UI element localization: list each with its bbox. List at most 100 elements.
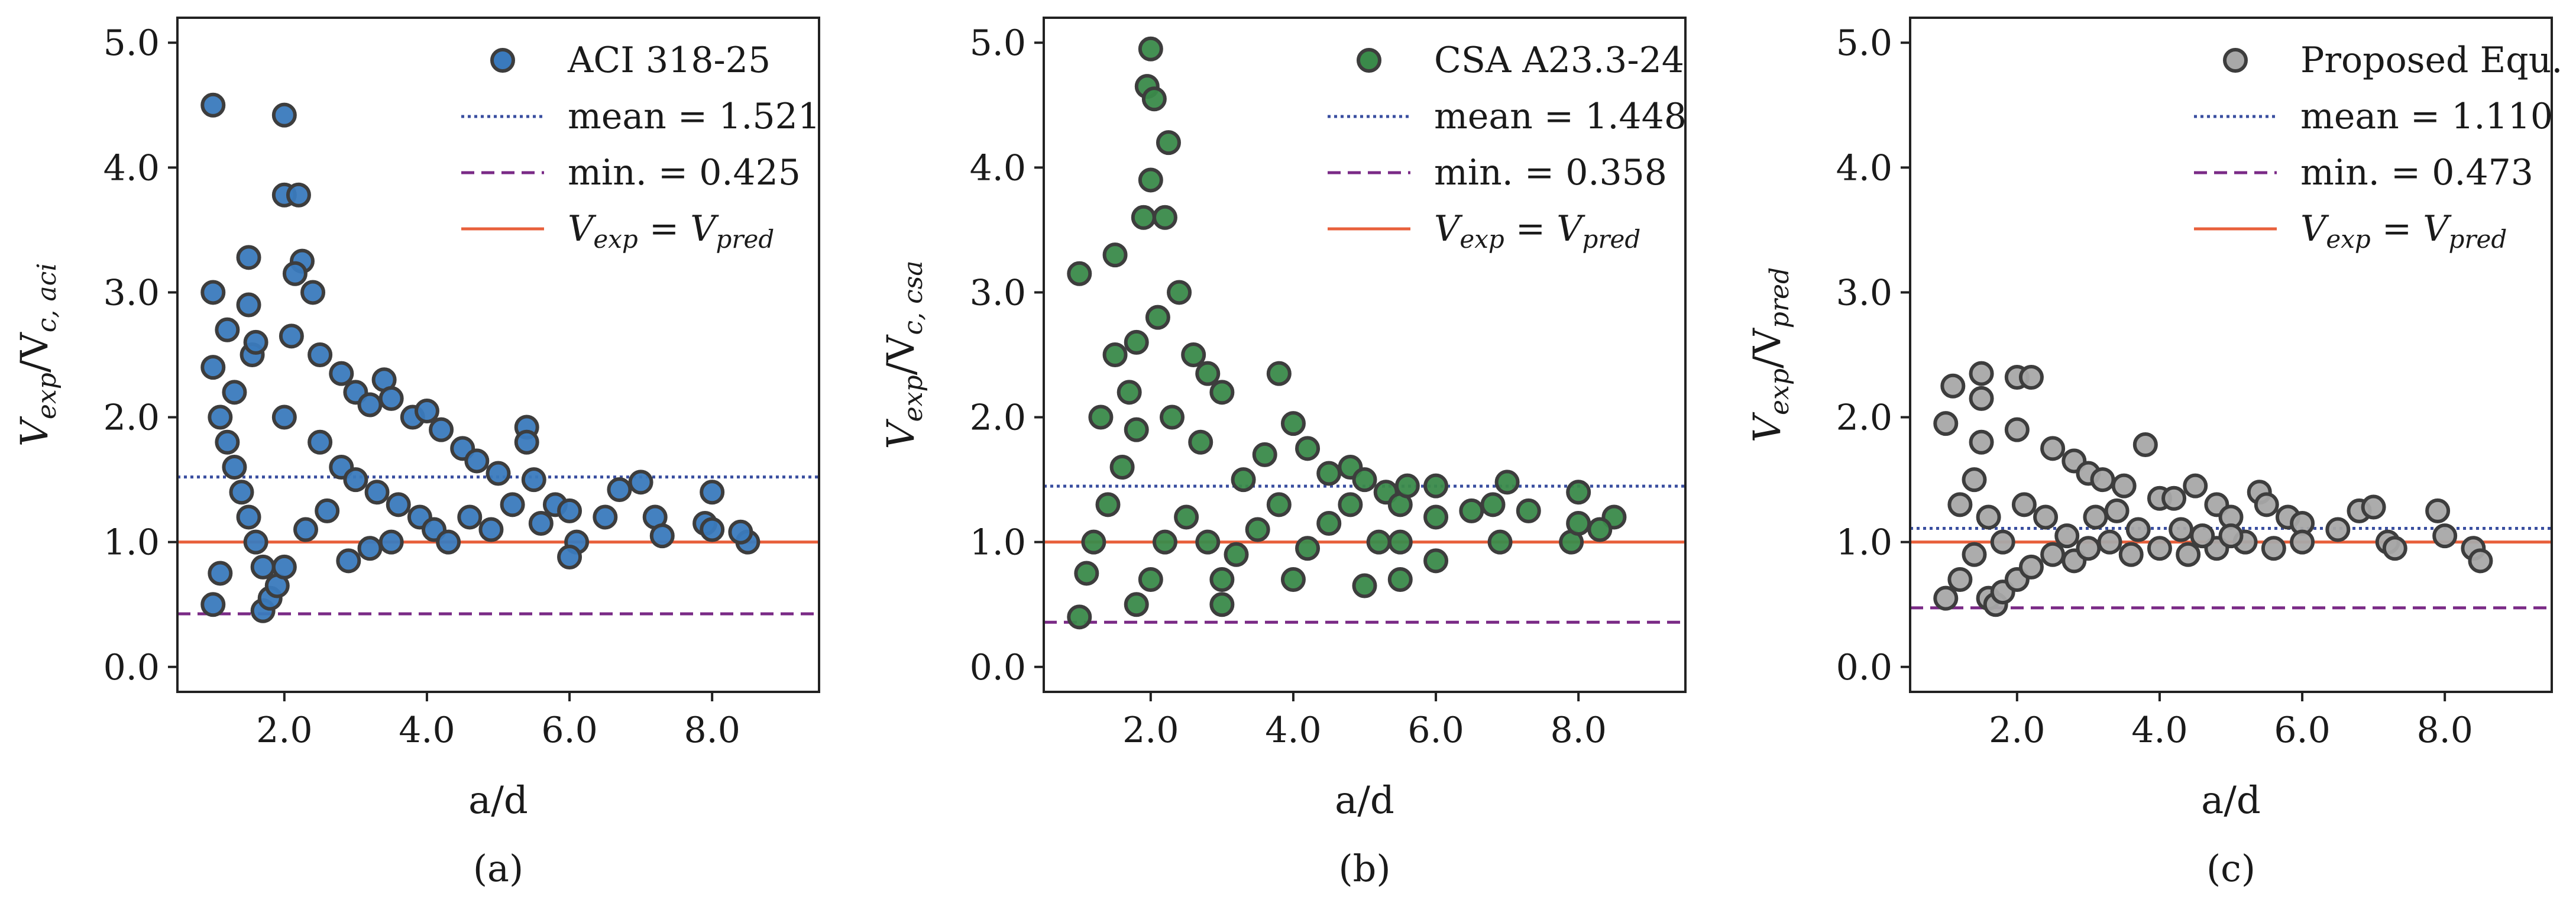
data-point (215, 317, 240, 342)
data-point (308, 342, 333, 367)
data-point (1209, 380, 1235, 405)
data-point (1102, 342, 1128, 367)
data-point (1947, 567, 1973, 592)
data-point (2104, 498, 2130, 523)
data-point (2425, 498, 2451, 523)
data-point (2040, 542, 2066, 567)
data-point (1195, 361, 1221, 386)
data-point (236, 245, 261, 270)
chart-panel-c: 2.0 4.0 6.0 8.0 0.0 1.0 2.0 3.0 4.0 5.0 a/d Vexp/Vp… (1746, 17, 2562, 890)
data-point (300, 280, 326, 305)
x-tick-label: 2.0 (1989, 710, 2045, 751)
data-point (1102, 242, 1128, 268)
data-point (1131, 205, 1156, 230)
data-point (1587, 517, 1613, 542)
data-point (357, 392, 383, 417)
data-point (1423, 473, 1449, 499)
data-points (1933, 361, 2493, 617)
y-tick-label: 2.0 (1836, 397, 1892, 439)
data-point (329, 361, 354, 386)
data-point (2076, 536, 2101, 561)
panel-caption: (a) (473, 847, 523, 890)
data-point (1487, 529, 1513, 555)
data-point (243, 529, 268, 555)
data-point (457, 504, 483, 530)
y-tick-label: 1.0 (970, 522, 1026, 564)
data-point (514, 429, 539, 455)
data-point (1266, 492, 1292, 517)
legend-mean-label: mean = 1.448 (1434, 96, 1687, 137)
data-point (1352, 467, 1377, 493)
data-point (1138, 36, 1163, 62)
data-point (1280, 411, 1306, 436)
data-point (1152, 205, 1177, 230)
data-point (1074, 561, 1099, 586)
data-point (1962, 542, 1987, 567)
data-point (282, 261, 308, 286)
data-point (1516, 498, 1541, 523)
data-point (1387, 567, 1413, 592)
y-tick-label: 4.0 (970, 147, 1026, 189)
x-axis-label: a/d (468, 779, 528, 823)
x-axis-label: a/d (1335, 779, 1394, 823)
data-point (557, 545, 582, 569)
data-point (2190, 523, 2215, 549)
panel-caption: (c) (2206, 847, 2255, 890)
data-point (1252, 442, 1277, 467)
x-tick-label: 8.0 (2416, 710, 2473, 751)
x-tick-label: 6.0 (2274, 710, 2330, 751)
data-point (1387, 529, 1413, 555)
data-point (364, 480, 390, 505)
data-point (1152, 529, 1177, 555)
data-point (1174, 504, 1199, 530)
data-point (200, 355, 226, 380)
data-point (500, 492, 525, 517)
data-point (229, 480, 254, 505)
x-tick-label: 4.0 (399, 710, 455, 751)
legend-min-label: min. = 0.358 (1434, 152, 1667, 193)
legend-marker (2223, 48, 2248, 73)
data-point (215, 429, 240, 455)
y-axis-label: Vexp/Vpred (1746, 267, 1795, 442)
data-point (271, 554, 297, 580)
data-point (2018, 365, 2044, 390)
data-point (1067, 604, 1092, 630)
data-point (414, 399, 439, 423)
data-point (1160, 404, 1185, 430)
x-tick-label: 2.0 (256, 710, 312, 751)
data-point (521, 467, 546, 493)
data-point (2325, 517, 2351, 542)
data-point (1976, 504, 2001, 530)
data-point (1459, 498, 1484, 523)
data-point (222, 455, 247, 480)
data-point (1209, 567, 1235, 592)
y-tick-label: 2.0 (970, 397, 1026, 439)
data-point (1188, 429, 1213, 455)
data-point (1394, 473, 1420, 499)
data-point (649, 523, 675, 549)
data-point (315, 498, 340, 523)
data-point (1067, 261, 1092, 286)
data-point (2161, 485, 2187, 511)
data-point (1280, 567, 1306, 592)
data-point (1962, 467, 1987, 493)
data-point (1138, 167, 1163, 193)
data-point (1494, 470, 1520, 495)
data-point (1195, 529, 1221, 555)
data-point (208, 404, 233, 430)
y-axis-label: Vexp/Vc, csa (879, 260, 928, 449)
y-tick-label: 5.0 (1836, 22, 1892, 64)
data-point (486, 461, 511, 486)
data-point (1156, 130, 1181, 156)
x-tick-label: 8.0 (1550, 710, 1606, 751)
data-point (293, 517, 318, 542)
legend-ref-label: Vexp = Vpred (2300, 208, 2507, 254)
data-point (2382, 536, 2407, 561)
legend-marker (1357, 48, 1381, 73)
legend-mean-label: mean = 1.110 (2300, 96, 2553, 137)
data-point (208, 561, 233, 586)
data-point (2254, 492, 2279, 517)
data-point (236, 292, 261, 318)
data-point (1266, 361, 1292, 386)
data-point (2011, 492, 2037, 517)
